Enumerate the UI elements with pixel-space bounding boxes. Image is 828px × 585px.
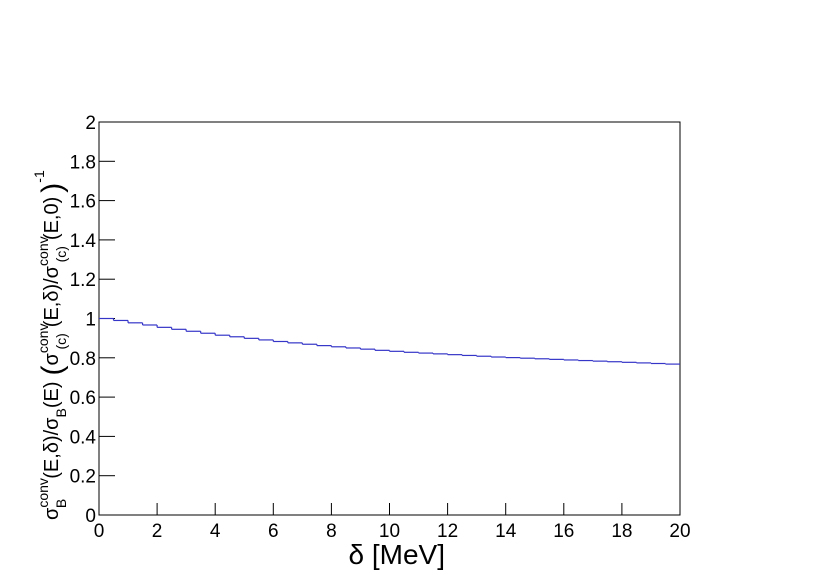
y-label-part: (E) bbox=[41, 381, 63, 408]
y-tick-label: 0.2 bbox=[70, 467, 96, 488]
y-label-part: ) bbox=[36, 183, 69, 193]
y-axis-label: σconv B(E,δ)/σB(E)(σconv (c)(E,δ)/σconv (c)… bbox=[31, 170, 69, 520]
y-tick-label: 1.2 bbox=[70, 270, 96, 291]
y-tick-label: 1.6 bbox=[70, 192, 96, 213]
y-tick-label: 0.8 bbox=[70, 349, 96, 370]
y-tick-label: 2 bbox=[85, 113, 96, 134]
y-tick-label: 0.4 bbox=[70, 427, 97, 448]
y-tick-label: 1 bbox=[85, 310, 96, 331]
y-label-part: (c) bbox=[53, 246, 69, 262]
y-label-part: B bbox=[53, 408, 69, 417]
x-axis-label: δ [MeV] bbox=[349, 539, 446, 570]
y-label-part: (c) bbox=[53, 333, 69, 349]
x-tick-label: 6 bbox=[268, 521, 279, 542]
y-label-part: ( bbox=[36, 365, 69, 375]
y-tick-label: 1.8 bbox=[70, 152, 96, 173]
y-label-part: (E,δ)/σ bbox=[41, 417, 63, 479]
y-label-part: B bbox=[53, 499, 69, 508]
x-tick-label: 10 bbox=[379, 521, 400, 542]
x-tick-label: 16 bbox=[553, 521, 574, 542]
y-label-part: conv bbox=[35, 324, 51, 354]
x-tick-label: 2 bbox=[152, 521, 163, 542]
y-label-part: conv bbox=[35, 236, 51, 266]
y-tick-label: 1.4 bbox=[70, 231, 97, 252]
y-label-part: (E,δ)/σ bbox=[41, 265, 63, 327]
y-tick-label: 0 bbox=[85, 506, 96, 527]
x-tick-label: 20 bbox=[669, 521, 690, 542]
y-label-part: (E,0) bbox=[41, 197, 63, 240]
x-tick-label: 4 bbox=[210, 521, 221, 542]
x-tick-label: 14 bbox=[495, 521, 517, 542]
x-tick-label: 0 bbox=[94, 521, 105, 542]
y-label-part: -1 bbox=[31, 170, 47, 183]
x-tick-label: 12 bbox=[437, 521, 458, 542]
y-label-part: σ bbox=[41, 352, 63, 365]
y-label-part: conv bbox=[35, 478, 51, 508]
y-label-part: σ bbox=[41, 507, 63, 520]
y-tick-label: 0.6 bbox=[70, 388, 96, 409]
x-tick-label: 8 bbox=[326, 521, 337, 542]
plot-frame bbox=[98, 121, 681, 516]
x-tick-label: 18 bbox=[611, 521, 632, 542]
